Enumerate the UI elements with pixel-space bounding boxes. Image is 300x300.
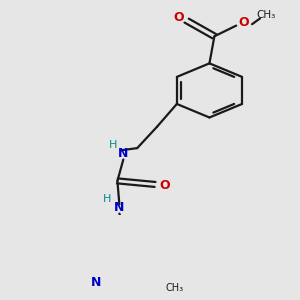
Text: O: O <box>160 179 170 192</box>
Text: N: N <box>114 201 124 214</box>
Text: N: N <box>118 147 128 160</box>
Text: H: H <box>103 194 112 204</box>
Text: N: N <box>90 276 101 289</box>
Text: CH₃: CH₃ <box>256 10 275 20</box>
Text: H: H <box>109 140 118 150</box>
Text: O: O <box>239 16 249 29</box>
Text: O: O <box>173 11 184 24</box>
Text: CH₃: CH₃ <box>166 283 184 293</box>
